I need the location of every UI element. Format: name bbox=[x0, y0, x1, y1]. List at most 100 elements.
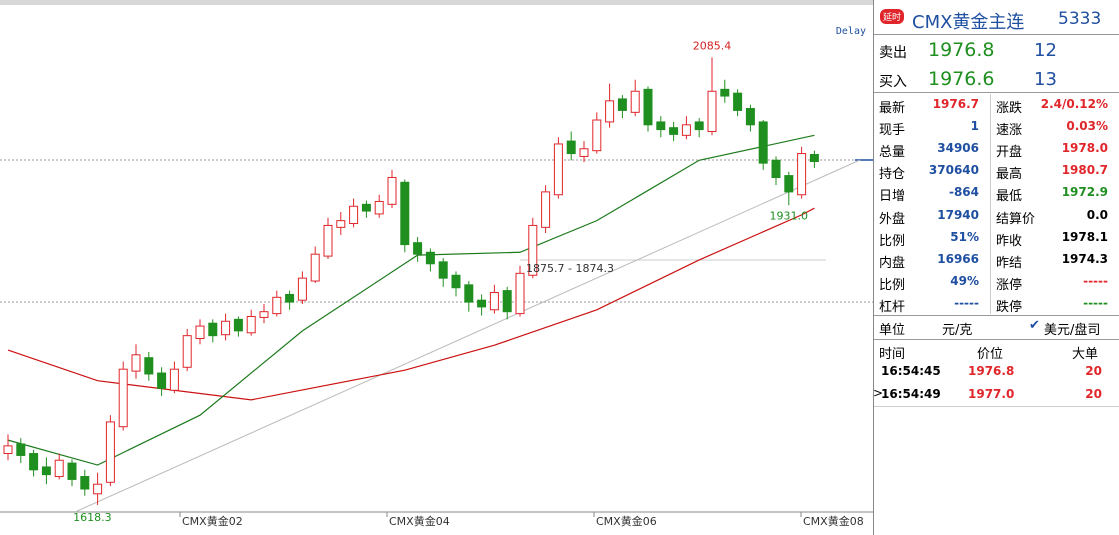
tick-volume: 20 bbox=[1085, 387, 1102, 401]
candle-body bbox=[797, 153, 807, 196]
candle-body bbox=[515, 272, 525, 315]
candle-body bbox=[144, 357, 154, 375]
stat-value: 1972.9 bbox=[1061, 185, 1108, 200]
stat-value: 0.03% bbox=[1066, 119, 1108, 134]
divider bbox=[874, 92, 1119, 93]
stat-label: 日增 bbox=[879, 189, 906, 205]
candle-body bbox=[541, 191, 551, 228]
contract-code: 5333 bbox=[1058, 9, 1102, 29]
stat-label: 最低 bbox=[996, 189, 1023, 205]
stat-value: 2.4/0.12% bbox=[1040, 97, 1108, 111]
tick-price: 1977.0 bbox=[968, 387, 1015, 401]
candle-body bbox=[80, 476, 90, 490]
tick-time: 16:54:49 bbox=[881, 387, 941, 401]
delay-label: Delay bbox=[836, 26, 866, 37]
candle-body bbox=[118, 368, 128, 428]
stat-label: 比例 bbox=[879, 277, 906, 293]
quote-price: 1976.8 bbox=[928, 39, 995, 61]
candle-body bbox=[387, 177, 397, 205]
annotation: 1618.3 bbox=[73, 511, 112, 524]
divider bbox=[874, 339, 1119, 340]
candle-body bbox=[784, 175, 794, 193]
candle-body bbox=[579, 148, 589, 157]
stat-label: 现手 bbox=[879, 123, 906, 139]
candle-body bbox=[669, 127, 679, 135]
candle-body bbox=[349, 205, 359, 225]
stat-value: 1978.0 bbox=[1061, 141, 1108, 156]
candle-body bbox=[272, 296, 282, 315]
candle-body bbox=[592, 119, 602, 152]
delay-badge: 延时 bbox=[880, 9, 905, 24]
stat-label: 涨停 bbox=[996, 277, 1023, 293]
stat-value: 1980.7 bbox=[1061, 163, 1108, 178]
candle-body bbox=[643, 88, 653, 126]
candle-body bbox=[617, 98, 627, 111]
stat-label: 外盘 bbox=[879, 211, 906, 227]
stat-value: 370640 bbox=[928, 163, 979, 178]
candle-body bbox=[553, 143, 563, 196]
stat-value: 34906 bbox=[937, 141, 979, 156]
candle-body bbox=[809, 154, 819, 163]
candle-body bbox=[605, 100, 615, 123]
candle-body bbox=[477, 299, 487, 308]
unit-option[interactable]: 元/克 bbox=[942, 323, 973, 338]
candle-body bbox=[451, 274, 461, 289]
candle-body bbox=[425, 251, 435, 265]
candle-body bbox=[566, 140, 576, 155]
quote-label: 买入 bbox=[879, 74, 907, 90]
candle-body bbox=[93, 483, 103, 495]
stat-value: 1 bbox=[970, 119, 979, 134]
trend-line bbox=[74, 159, 861, 513]
ticks-header: 价位 bbox=[977, 347, 1004, 362]
candle-body bbox=[221, 320, 231, 336]
stat-value: ----- bbox=[954, 295, 979, 310]
x-tick-label: CMX黄金06 bbox=[596, 514, 657, 528]
stat-label: 开盘 bbox=[996, 145, 1023, 161]
divider bbox=[874, 406, 1119, 407]
candle-body bbox=[323, 224, 333, 257]
candle-body bbox=[758, 121, 768, 164]
candle-body bbox=[361, 203, 371, 212]
stat-label: 最高 bbox=[996, 167, 1023, 183]
tick-volume: 20 bbox=[1085, 364, 1102, 378]
unit-option[interactable]: 美元/盘司 bbox=[1044, 323, 1101, 338]
candle-body bbox=[656, 121, 666, 131]
stat-label: 结算价 bbox=[996, 211, 1036, 227]
quote-label: 卖出 bbox=[879, 45, 907, 61]
candle-body bbox=[41, 466, 51, 476]
tick-price: 1976.8 bbox=[968, 364, 1015, 378]
x-tick-label: CMX黄金04 bbox=[389, 514, 450, 528]
stat-label: 昨收 bbox=[996, 233, 1023, 249]
candle-body bbox=[131, 354, 141, 372]
candle-body bbox=[246, 315, 256, 334]
stat-label: 比例 bbox=[879, 233, 906, 249]
stat-label: 内盘 bbox=[879, 255, 906, 271]
stat-value: 1976.7 bbox=[932, 97, 979, 111]
candle-body bbox=[413, 242, 423, 255]
candle-body bbox=[3, 445, 13, 455]
candle-body bbox=[29, 453, 39, 471]
candle-body bbox=[208, 322, 218, 337]
moving-average bbox=[7, 134, 815, 466]
stat-label: 跌停 bbox=[996, 299, 1023, 315]
candle-body bbox=[489, 292, 499, 311]
candle-body bbox=[157, 372, 167, 389]
annotation: 1931.0 bbox=[770, 209, 809, 222]
candle-body bbox=[630, 90, 640, 113]
stat-value: 0.0 bbox=[1086, 207, 1108, 222]
stat-label: 速涨 bbox=[996, 123, 1023, 139]
candle-body bbox=[336, 220, 346, 228]
candle-body bbox=[259, 311, 269, 318]
candle-body bbox=[169, 368, 179, 391]
divider bbox=[874, 34, 1119, 35]
candle-body bbox=[16, 443, 26, 456]
quote-panel: 延时 CMX黄金主连 5333 卖出 1976.8 12 买入 1976.6 1… bbox=[873, 0, 1119, 535]
stat-value: 1974.3 bbox=[1061, 251, 1108, 266]
candle-body bbox=[771, 159, 781, 179]
candle-body bbox=[374, 200, 384, 215]
stat-label: 昨结 bbox=[996, 255, 1023, 271]
x-tick-label: CMX黄金08 bbox=[803, 514, 864, 528]
candle-body bbox=[720, 88, 730, 97]
candle-body bbox=[54, 459, 64, 478]
tick-time: 16:54:45 bbox=[881, 364, 941, 378]
